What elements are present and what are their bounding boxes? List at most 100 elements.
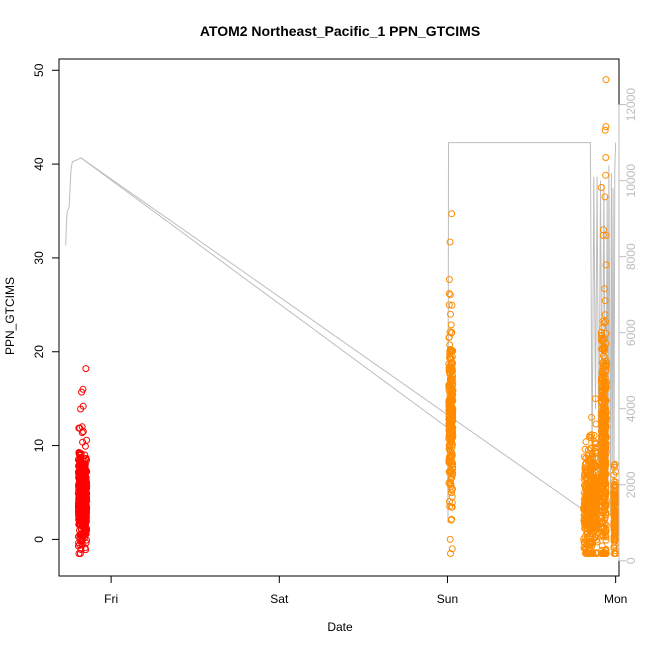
data-point [75,514,83,522]
data-point [593,538,601,546]
data-point [445,301,453,309]
data-point [76,550,84,557]
data-point [602,154,610,161]
data-point [447,480,455,488]
data-point [602,500,610,508]
data-point [602,386,609,394]
data-point [610,471,618,479]
right-y-tick-label: 8000 [624,243,638,270]
data-point [599,345,607,353]
data-point [77,405,85,413]
data-point [76,472,84,480]
data-point [581,445,589,453]
y-axis-label: PPN_GTCIMS [3,277,17,355]
data-point [83,504,91,512]
data-point [602,502,610,510]
data-point [585,516,593,524]
data-point [600,461,608,469]
data-point [602,261,610,269]
data-point [82,529,90,537]
data-point [598,450,606,458]
data-point [600,406,608,414]
data-point [591,454,599,462]
data-point [602,361,610,369]
left-y-tick-label: 30 [32,251,46,265]
data-point [587,434,595,442]
data-point [601,126,609,134]
data-point [600,396,608,404]
data-point [602,510,610,518]
data-point [446,347,454,355]
data-point [589,539,597,547]
data-point [601,285,609,293]
data-point [610,511,618,519]
data-point [75,480,83,488]
data-point [76,541,83,549]
data-point [448,441,456,448]
data-point [448,301,456,309]
x-tick-label: Sun [437,592,458,606]
points-layer [74,76,620,557]
data-point [602,171,610,179]
data-point [599,378,607,386]
data-point [580,511,588,519]
data-point [445,276,453,283]
data-point [79,438,87,446]
data-point [446,379,454,387]
data-point [599,419,607,427]
secondary-line-layer [65,142,617,523]
data-point [76,459,84,467]
data-point [610,533,618,541]
data-point [602,536,610,544]
data-point [599,466,607,474]
data-point [582,438,590,446]
left-y-axis: 0 10 20 30 40 50 [32,63,60,543]
data-point [445,434,453,442]
data-point [587,467,595,475]
right-y-tick-label: 2000 [624,471,638,498]
data-point [449,428,457,436]
chart-title: ATOM2 Northeast_Pacific_1 PPN_GTCIMS [200,23,480,39]
data-point [448,403,456,411]
right-y-tick-label: 0 [624,557,638,564]
data-point [446,447,454,455]
data-point [611,534,619,542]
data-point [591,486,599,494]
data-point [580,453,588,461]
data-point [602,231,610,239]
data-point [610,482,618,490]
data-point [581,481,589,489]
data-point [588,522,596,530]
data-point [599,324,607,331]
data-point [78,423,86,431]
data-point [599,442,607,450]
data-point [601,311,609,319]
data-point [581,471,588,479]
data-point [81,472,89,480]
data-point [445,387,453,394]
data-point [601,404,609,412]
data-point [582,493,590,501]
right-y-tick-label: 12000 [624,88,638,122]
secondary-series-line [65,142,617,523]
gap-line-layer [80,157,586,512]
data-point [610,478,618,486]
data-point [82,365,90,373]
data-point [447,321,455,329]
data-point [602,366,610,374]
data-point [611,460,619,468]
data-point [600,319,608,327]
x-axis-label: Date [327,620,353,634]
data-point [602,451,609,459]
data-point [448,493,456,501]
data-point [449,431,457,439]
data-point [583,535,591,543]
right-y-tick-label: 4000 [624,395,638,422]
data-point [599,226,607,234]
data-point [445,290,453,298]
data-point [81,451,89,459]
data-point [599,489,607,497]
data-point [581,503,589,511]
data-point [598,376,606,384]
data-point [589,550,597,557]
